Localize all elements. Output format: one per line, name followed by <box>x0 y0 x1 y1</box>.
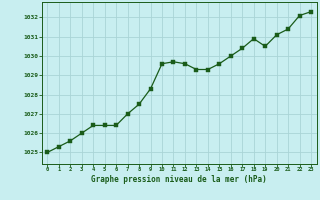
X-axis label: Graphe pression niveau de la mer (hPa): Graphe pression niveau de la mer (hPa) <box>91 175 267 184</box>
